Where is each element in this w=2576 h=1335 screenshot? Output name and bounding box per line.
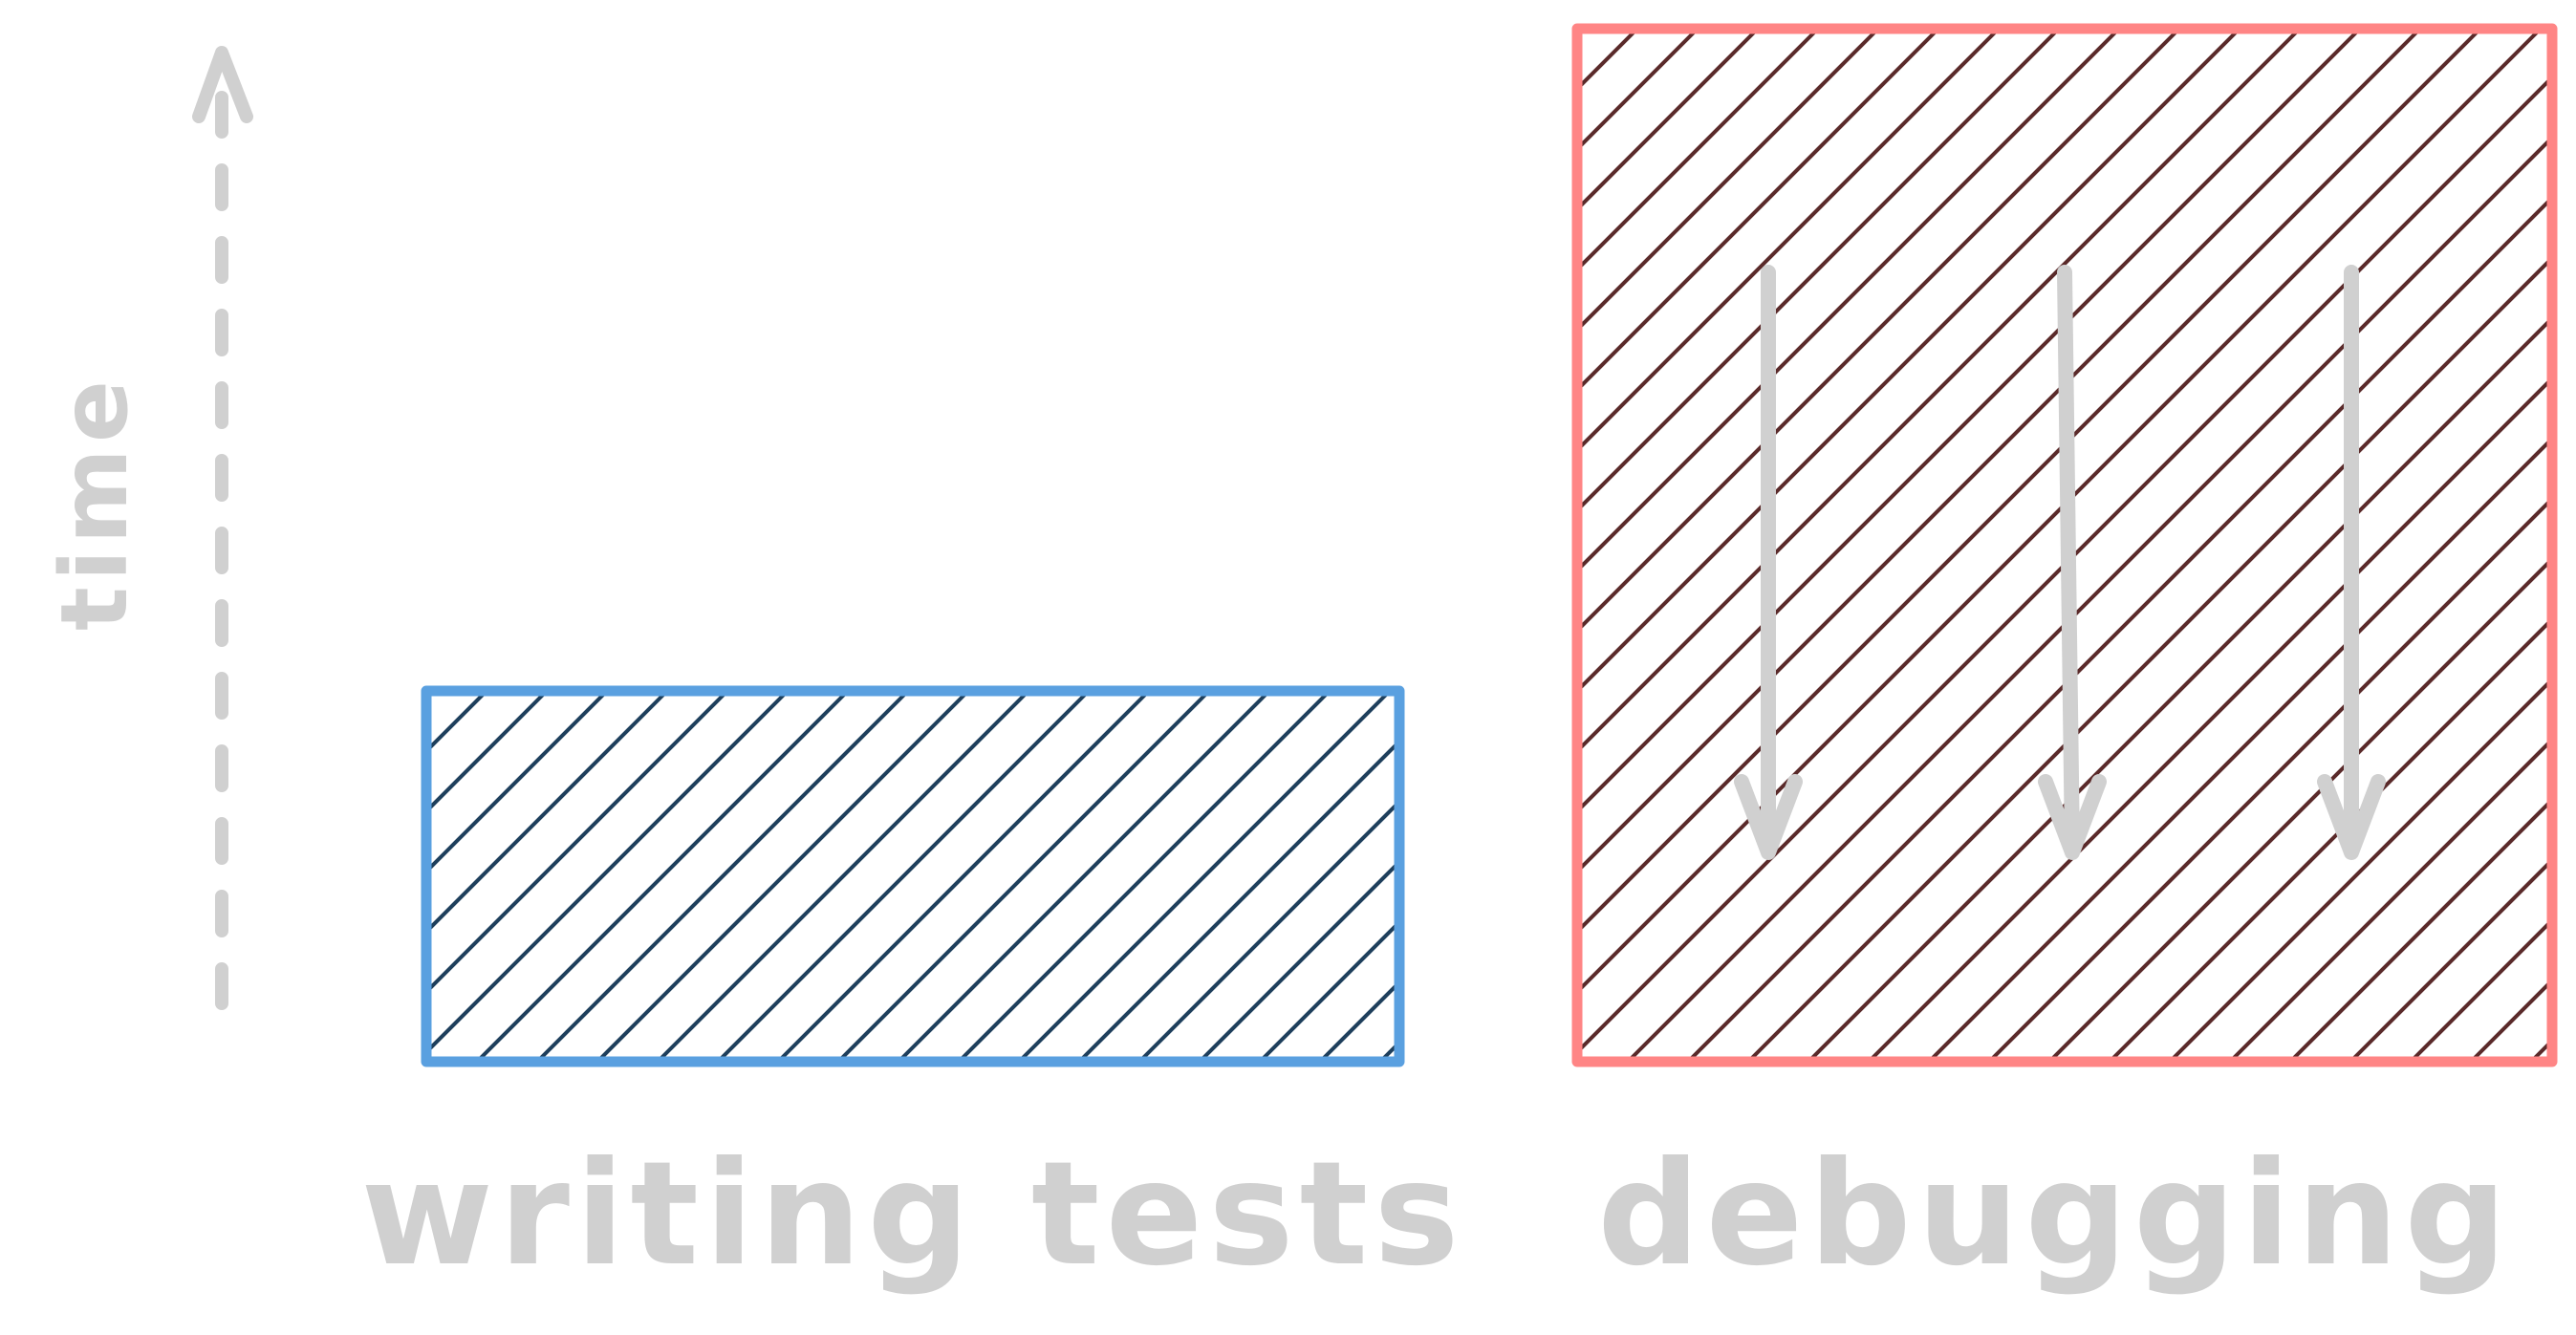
down-arrow-icon [2038,265,2107,860]
hatch-line [1577,29,1699,152]
hatch-line [1577,29,1880,333]
writing-tests-hatch [426,691,1399,1062]
hatch-line [1867,376,2552,1062]
hatch-line [535,691,910,1062]
time-axis: time [41,46,253,1010]
hatch-line [897,691,1271,1062]
hatch-line [426,691,549,814]
hatch-line [1077,739,1399,1062]
hatch-line [2469,978,2552,1062]
hatch-line [1577,29,2302,754]
hatch-line [1807,315,2552,1062]
hatch-line [426,691,428,694]
hatch-line [1577,29,2543,995]
hatch-line [1577,29,1639,92]
hatch-line [2108,616,2552,1062]
hatch-line [2288,797,2552,1062]
hatch-line [1577,29,2482,935]
hatch-line [1577,29,2241,694]
hatch-line [716,691,1091,1062]
hatch-line [1318,980,1399,1062]
hatch-line [776,691,1151,1062]
hatch-line [1137,799,1399,1062]
hatch-line [2228,737,2552,1062]
hatch-line [1577,29,1820,272]
hatch-line [426,691,609,874]
debugging-bar: debugging [1571,23,2558,1298]
hatch-line [1577,29,1760,212]
debugging-hatch [1577,29,2552,1062]
hatch-line [426,691,790,1055]
debugging-label: debugging [1597,1131,2513,1298]
hatch-line [1577,29,1940,393]
hatch-line [1577,29,2422,874]
hatch-line [1927,436,2552,1062]
down-arrow-shaft [2057,265,2080,858]
hatch-line [2047,556,2552,1062]
hatch-line [1017,691,1392,1062]
down-arrow-head [2317,774,2386,860]
writing-tests-bar: writing tests [360,685,1464,1298]
debugging-bar-outline [1571,23,2558,1067]
hatch-line [957,691,1331,1062]
down-arrow-icon [1734,265,1803,860]
down-arrow-icon [2317,265,2386,860]
hatch-line [1577,29,2061,513]
hatch-line [1626,135,2552,1062]
hatch-line [1577,29,2181,634]
debugging-down-arrows [1734,265,2386,860]
down-arrow-head [2038,774,2107,860]
hatch-line [595,691,970,1062]
hatch-line [1987,496,2552,1062]
time-axis-label: time [41,375,148,631]
hatch-line [426,691,729,995]
hatch-line [1746,255,2552,1062]
hatch-line [2349,857,2552,1062]
hatch-line [1198,859,1399,1062]
writing-tests-bar-outline [421,685,1405,1067]
time-axis-arrowhead-icon [192,46,253,123]
hatch-line [2168,677,2552,1062]
hatch-line [836,691,1211,1062]
down-arrow-head [1734,774,1803,860]
hatch-line [426,691,669,935]
hatch-line [1577,75,2552,1055]
writing-tests-label: writing tests [360,1131,1464,1298]
hatch-line [1577,29,1579,32]
hatch-line [1577,29,2121,573]
hatch-line [1577,29,2001,453]
hatch-line [475,691,850,1062]
hatch-line [1258,919,1399,1062]
hatch-line [656,691,1030,1062]
hatch-line [1577,29,2362,814]
